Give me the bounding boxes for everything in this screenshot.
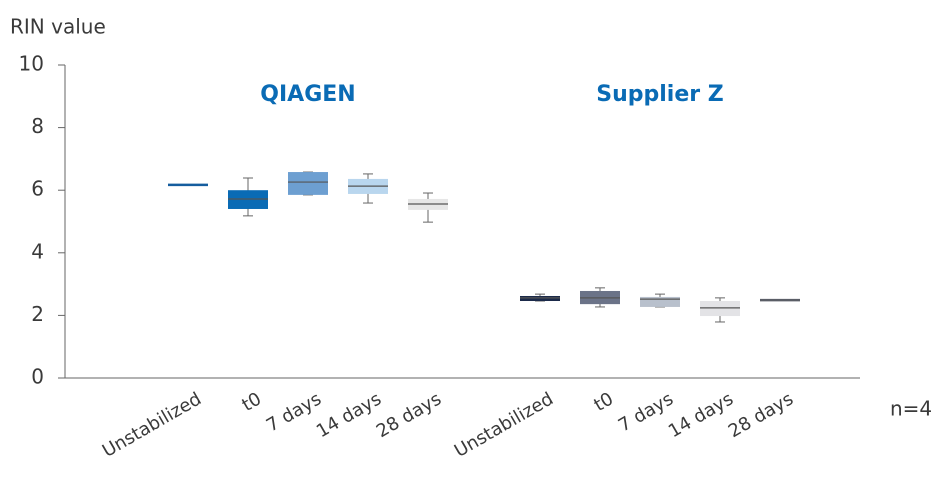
y-tick-label: 2 bbox=[31, 302, 44, 326]
annotation: n=4 bbox=[890, 397, 932, 421]
x-tick-label: Unstabilized bbox=[451, 388, 557, 461]
x-tick-label: t0 bbox=[590, 388, 617, 415]
x-tick-label: 14 days bbox=[313, 388, 385, 442]
x-tick-label: 14 days bbox=[665, 388, 737, 442]
x-tick-label: Unstabilized bbox=[99, 388, 205, 461]
box bbox=[288, 172, 328, 195]
y-tick-label: 4 bbox=[31, 239, 44, 263]
y-tick-label: 0 bbox=[31, 365, 44, 389]
x-tick-label: 28 days bbox=[725, 388, 797, 442]
y-tick-label: 6 bbox=[31, 177, 44, 201]
box bbox=[520, 295, 560, 302]
group-label: QIAGEN bbox=[260, 82, 355, 107]
y-tick-label: 8 bbox=[31, 114, 44, 138]
y-tick-label: 10 bbox=[19, 52, 44, 76]
box bbox=[700, 301, 740, 317]
box bbox=[228, 190, 268, 209]
x-tick-label: t0 bbox=[238, 388, 265, 415]
box bbox=[640, 296, 680, 307]
group-label: Supplier Z bbox=[596, 82, 723, 107]
x-tick-label: 28 days bbox=[373, 388, 445, 442]
y-axis-label: RIN value bbox=[10, 15, 106, 39]
